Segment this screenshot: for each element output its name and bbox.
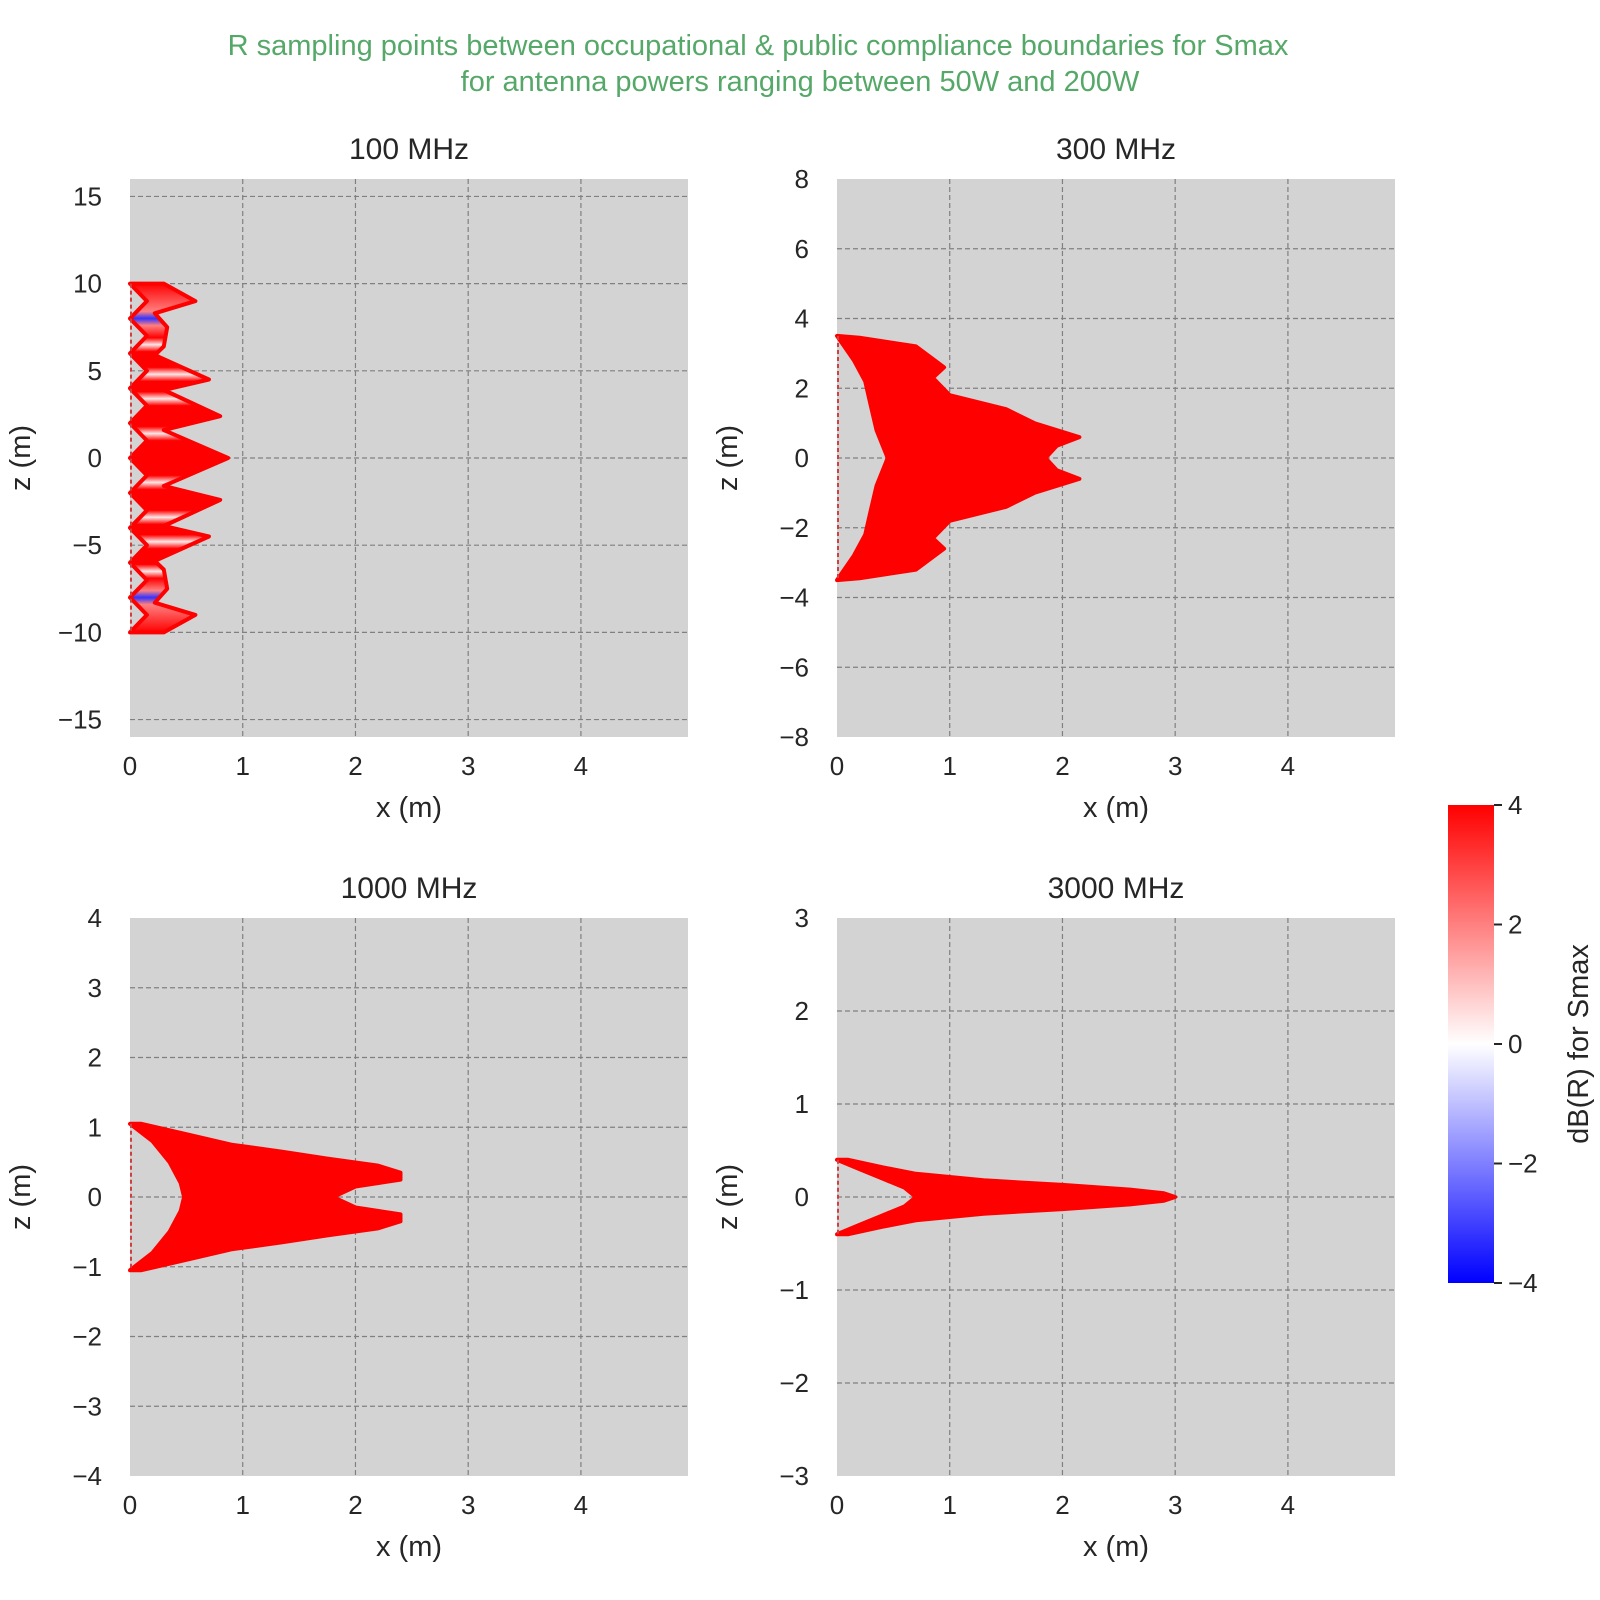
- y-tick-label: −2: [779, 1368, 809, 1398]
- y-tick-label: −2: [72, 1322, 102, 1352]
- subplot-title: 3000 MHz: [1048, 872, 1185, 905]
- y-tick-label: −4: [72, 1461, 102, 1491]
- colorbar-gradient: [1448, 805, 1494, 1283]
- figure-suptitle-line2: for antenna powers ranging between 50W a…: [461, 66, 1140, 98]
- x-tick-label: 2: [1055, 1490, 1069, 1520]
- y-tick-label: −8: [779, 722, 809, 752]
- y-tick-label: −1: [72, 1252, 102, 1282]
- x-tick-label: 2: [348, 751, 362, 781]
- y-axis-label: z (m): [712, 1164, 744, 1230]
- y-tick-label: −3: [779, 1461, 809, 1491]
- x-tick-label: 0: [123, 751, 137, 781]
- y-tick-label: 0: [88, 443, 102, 473]
- sampling-region: [128, 281, 231, 635]
- y-tick-label: 3: [88, 973, 102, 1003]
- y-tick-label: 5: [88, 356, 102, 386]
- x-tick-label: 3: [461, 1490, 475, 1520]
- y-axis-label: z (m): [5, 425, 37, 491]
- y-tick-label: 15: [73, 181, 102, 211]
- subplot-100mhz: 0 1 2 3 4 −15 −10 −5 0 5 10 15 100 MHz x (m) z (m): [5, 133, 688, 824]
- colorbar-tick-label: −4: [1508, 1268, 1538, 1298]
- colorbar: 4 2 0 −2 −4 dB(R) for Smax: [1448, 790, 1595, 1298]
- x-tick-label: 1: [235, 1490, 249, 1520]
- y-tick-label: 0: [88, 1182, 102, 1212]
- y-tick-label: 2: [88, 1043, 102, 1073]
- y-tick-label: 4: [88, 903, 102, 933]
- sampling-region: [128, 1121, 403, 1273]
- colorbar-tick-label: −2: [1508, 1149, 1538, 1179]
- colorbar-tick-label: 4: [1508, 790, 1522, 820]
- x-tick-label: 3: [461, 751, 475, 781]
- figure-suptitle-line1: R sampling points between occupational &…: [228, 30, 1289, 62]
- x-tick-label: 1: [235, 751, 249, 781]
- y-tick-label: 1: [795, 1089, 809, 1119]
- colorbar-label: dB(R) for Smax: [1563, 944, 1595, 1144]
- y-tick-label: 10: [73, 269, 102, 299]
- x-tick-label: 3: [1168, 751, 1182, 781]
- y-tick-label: 2: [795, 996, 809, 1026]
- subplot-title: 1000 MHz: [341, 872, 478, 905]
- y-axis-label: z (m): [5, 1164, 37, 1230]
- y-tick-label: 2: [795, 373, 809, 403]
- y-tick-label: −1: [779, 1275, 809, 1305]
- x-tick-label: 0: [830, 751, 844, 781]
- y-tick-label: 1: [88, 1112, 102, 1142]
- y-tick-label: −15: [58, 705, 102, 735]
- y-tick-label: 8: [795, 164, 809, 194]
- x-tick-label: 4: [574, 751, 588, 781]
- x-tick-label: 4: [1281, 1490, 1295, 1520]
- y-tick-label: 6: [795, 234, 809, 264]
- x-tick-label: 0: [830, 1490, 844, 1520]
- x-axis-label: x (m): [376, 792, 442, 824]
- x-tick-label: 1: [942, 751, 956, 781]
- y-tick-label: −2: [779, 513, 809, 543]
- subplot-1000mhz: 0 1 2 3 4 −4 −3 −2 −1 0 1 2 3 4 1000 MHz x (m) z (m): [5, 872, 688, 1563]
- y-tick-label: 3: [795, 903, 809, 933]
- y-tick-label: −6: [779, 652, 809, 682]
- subplot-title: 300 MHz: [1056, 133, 1176, 166]
- y-tick-label: 4: [795, 304, 809, 334]
- x-tick-label: 4: [574, 1490, 588, 1520]
- colorbar-tick-label: 0: [1508, 1029, 1522, 1059]
- subplot-3000mhz: 0 1 2 3 4 −3 −2 −1 0 1 2 3 3000 MHz x (m) z (m): [712, 872, 1395, 1563]
- x-axis-label: x (m): [1083, 792, 1149, 824]
- x-tick-label: 2: [1055, 751, 1069, 781]
- y-tick-label: −5: [72, 530, 102, 560]
- x-tick-label: 1: [942, 1490, 956, 1520]
- x-axis-label: x (m): [376, 1531, 442, 1563]
- subplot-300mhz: 0 1 2 3 4 −8 −6 −4 −2 0 2 4 6 8 300 MHz x (m) z (m): [712, 133, 1395, 824]
- y-tick-label: −4: [779, 583, 809, 613]
- y-tick-label: 0: [795, 443, 809, 473]
- x-tick-label: 0: [123, 1490, 137, 1520]
- y-tick-label: −10: [58, 617, 102, 647]
- y-axis-label: z (m): [712, 425, 744, 491]
- x-tick-label: 3: [1168, 1490, 1182, 1520]
- y-tick-label: 0: [795, 1182, 809, 1212]
- sampling-region: [835, 1157, 1178, 1237]
- x-tick-label: 4: [1281, 751, 1295, 781]
- y-tick-label: −3: [72, 1391, 102, 1421]
- x-tick-label: 2: [348, 1490, 362, 1520]
- sampling-region: [835, 333, 1082, 583]
- colorbar-tick-label: 2: [1508, 910, 1522, 940]
- subplot-title: 100 MHz: [349, 133, 469, 166]
- x-axis-label: x (m): [1083, 1531, 1149, 1563]
